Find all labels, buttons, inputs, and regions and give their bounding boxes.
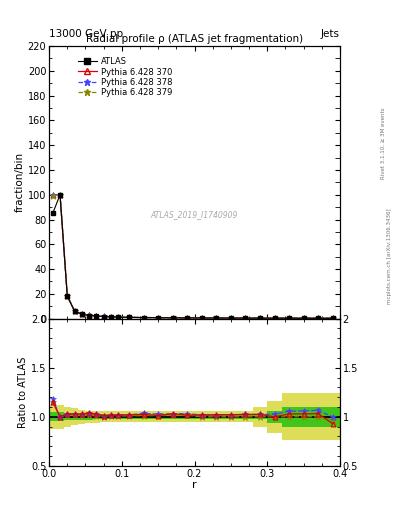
X-axis label: r: r [192, 480, 197, 490]
Text: 13000 GeV pp: 13000 GeV pp [49, 29, 123, 39]
Text: Rivet 3.1.10, ≥ 3M events: Rivet 3.1.10, ≥ 3M events [381, 108, 386, 179]
Legend: ATLAS, Pythia 6.428 370, Pythia 6.428 378, Pythia 6.428 379: ATLAS, Pythia 6.428 370, Pythia 6.428 37… [77, 56, 174, 99]
Text: mcplots.cern.ch [arXiv:1306.3436]: mcplots.cern.ch [arXiv:1306.3436] [387, 208, 391, 304]
Text: Jets: Jets [321, 29, 340, 39]
Title: Radial profile ρ (ATLAS jet fragmentation): Radial profile ρ (ATLAS jet fragmentatio… [86, 34, 303, 44]
Y-axis label: Ratio to ATLAS: Ratio to ATLAS [18, 356, 28, 428]
Y-axis label: fraction/bin: fraction/bin [15, 152, 25, 212]
Text: ATLAS_2019_I1740909: ATLAS_2019_I1740909 [151, 210, 238, 220]
